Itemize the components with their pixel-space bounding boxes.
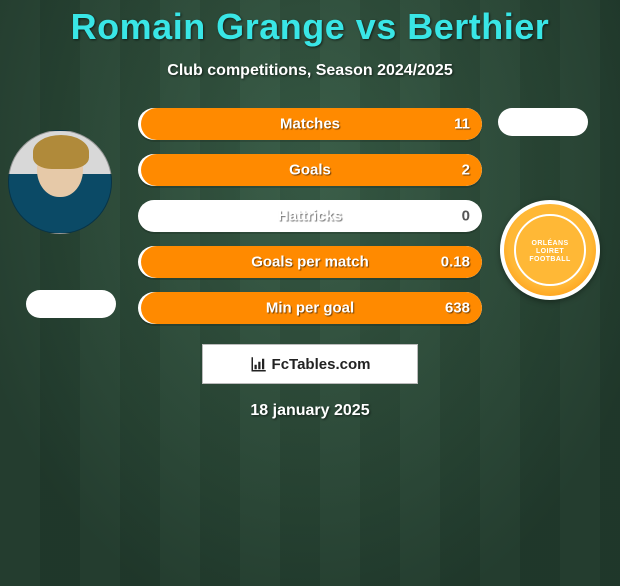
stat-bar: Matches 11 — [138, 108, 482, 140]
stat-bar-label: Hattricks — [278, 208, 342, 225]
stat-bar-label: Goals per match — [251, 254, 369, 271]
source-attribution[interactable]: FcTables.com — [202, 344, 418, 384]
comparison-panel: ORLÉANS LOIRET FOOTBALL Matches 11 Goals 2 H… — [0, 108, 620, 420]
source-label: FcTables.com — [272, 356, 371, 373]
player-right-club-badge: ORLÉANS LOIRET FOOTBALL — [500, 200, 600, 300]
stat-bar-label: Goals — [289, 162, 331, 179]
stat-bar-value: 11 — [454, 116, 470, 133]
stat-bar: Goals 2 — [138, 154, 482, 186]
page-title: Romain Grange vs Berthier — [0, 6, 620, 48]
badge-line: LOIRET — [536, 248, 564, 256]
stat-bar-value: 0 — [462, 208, 470, 225]
player-right-value-pill — [498, 108, 588, 136]
stat-bar: Min per goal 638 — [138, 292, 482, 324]
snapshot-date: 18 january 2025 — [0, 402, 620, 420]
badge-line: ORLÉANS — [531, 240, 568, 248]
badge-line: FOOTBALL — [529, 256, 570, 264]
stat-bar-value: 0.18 — [441, 254, 470, 271]
stat-bars: Matches 11 Goals 2 Hattricks 0 Goals per match… — [138, 108, 482, 324]
player-left-avatar — [8, 130, 112, 234]
subtitle: Club competitions, Season 2024/2025 — [0, 62, 620, 80]
stat-bar-value: 2 — [462, 162, 470, 179]
stat-bar-value: 638 — [445, 300, 470, 317]
club-badge-text: ORLÉANS LOIRET FOOTBALL — [514, 214, 586, 286]
stat-bar: Hattricks 0 — [138, 200, 482, 232]
player-left-value-pill — [26, 290, 116, 318]
chart-icon — [250, 355, 268, 373]
stat-bar: Goals per match 0.18 — [138, 246, 482, 278]
stat-bar-label: Matches — [280, 116, 340, 133]
stat-bar-label: Min per goal — [266, 300, 354, 317]
